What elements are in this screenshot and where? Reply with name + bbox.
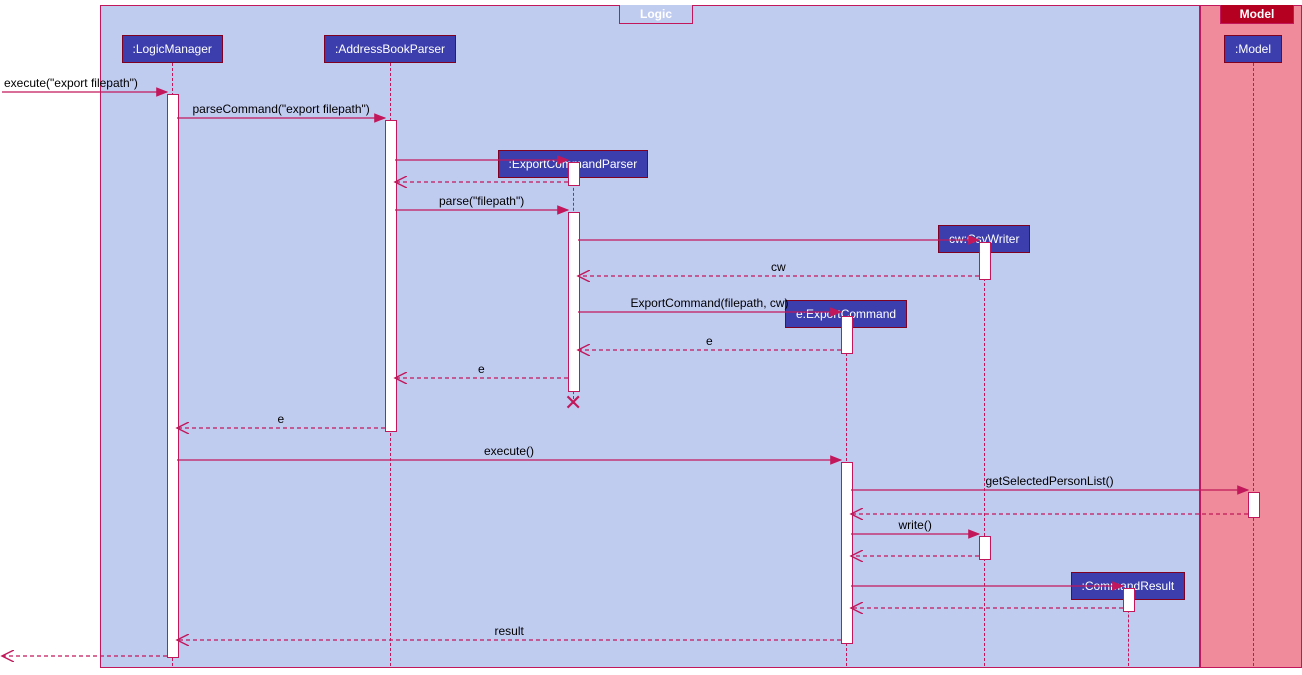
message-label-12: getSelectedPersonList() xyxy=(986,474,1114,488)
package-title-model: Model xyxy=(1220,5,1294,24)
package-title-logic: Logic xyxy=(619,5,693,24)
participant-lm: :LogicManager xyxy=(122,35,223,63)
message-label-9: e xyxy=(478,362,485,376)
message-label-4: parse("filepath") xyxy=(439,194,524,208)
message-label-7: ExportCommand(filepath, cw) xyxy=(631,296,789,310)
lifeline-cw xyxy=(984,253,985,666)
activation-cw-7 xyxy=(979,536,991,560)
message-label-11: execute() xyxy=(484,444,534,458)
package-model xyxy=(1200,5,1302,668)
sequence-diagram: Logic Model :LogicManager :AddressBookParse… xyxy=(0,0,1302,675)
activation-cw-4 xyxy=(979,242,991,280)
participant-abp: :AddressBookParser xyxy=(324,35,456,63)
message-label-14: write() xyxy=(899,518,932,532)
activation-model-9 xyxy=(1248,492,1260,518)
message-label-8: e xyxy=(706,334,713,348)
message-label-18: result xyxy=(495,624,524,638)
participant-model: :Model xyxy=(1224,35,1282,63)
destroy-ecp: ✕ xyxy=(564,392,582,414)
activation-ecp-2 xyxy=(568,162,580,186)
activation-abp-1 xyxy=(385,120,397,432)
message-label-6: cw xyxy=(771,260,786,274)
activation-ec-5 xyxy=(841,316,853,354)
activation-lm-0 xyxy=(167,94,179,658)
message-label-1: parseCommand("export filepath") xyxy=(193,102,370,116)
message-label-0: execute("export filepath") xyxy=(4,76,138,90)
activation-ecp-3 xyxy=(568,212,580,392)
lifeline-model xyxy=(1253,63,1254,666)
activation-ec-6 xyxy=(841,462,853,644)
message-label-10: e xyxy=(278,412,285,426)
activation-cr-8 xyxy=(1123,588,1135,612)
